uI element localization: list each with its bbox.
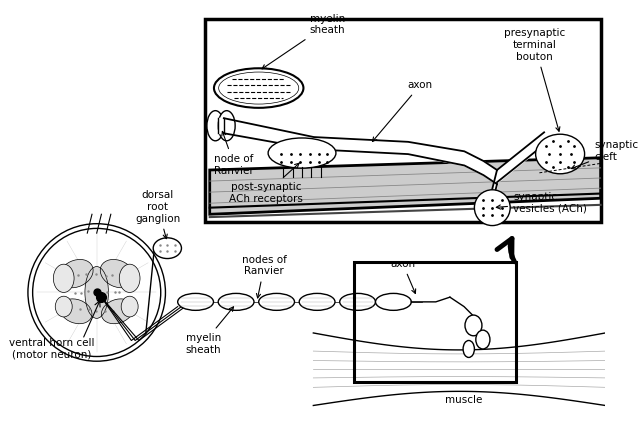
Ellipse shape	[55, 296, 72, 317]
Circle shape	[33, 228, 161, 357]
Bar	[205, 19, 600, 222]
Ellipse shape	[101, 299, 133, 324]
Ellipse shape	[474, 190, 510, 226]
Ellipse shape	[219, 72, 299, 104]
Ellipse shape	[340, 293, 376, 310]
Bar	[218, 118, 224, 133]
Ellipse shape	[207, 111, 224, 141]
Text: ventral horn cell
(motor neuron): ventral horn cell (motor neuron)	[9, 338, 94, 360]
Polygon shape	[210, 158, 600, 214]
Ellipse shape	[536, 134, 584, 174]
Text: node of
Ranvier: node of Ranvier	[214, 131, 254, 176]
Ellipse shape	[259, 293, 294, 310]
Ellipse shape	[119, 264, 140, 292]
Ellipse shape	[153, 238, 182, 259]
Ellipse shape	[59, 260, 93, 288]
Text: myelin
sheath: myelin sheath	[186, 307, 234, 354]
Circle shape	[28, 224, 166, 361]
Ellipse shape	[300, 293, 335, 310]
Text: nodes of
Ranvier: nodes of Ranvier	[242, 255, 287, 298]
Ellipse shape	[53, 264, 74, 292]
Text: presynaptic
terminal
bouton: presynaptic terminal bouton	[504, 28, 565, 131]
Text: dorsal
root
ganglion: dorsal root ganglion	[135, 190, 180, 239]
Ellipse shape	[214, 68, 303, 108]
Text: synaptic
cleft: synaptic cleft	[572, 141, 638, 169]
Ellipse shape	[465, 315, 482, 336]
Bar	[354, 262, 516, 382]
Ellipse shape	[463, 341, 474, 357]
Ellipse shape	[218, 111, 235, 141]
Ellipse shape	[121, 296, 138, 317]
Ellipse shape	[60, 299, 92, 324]
Ellipse shape	[178, 293, 214, 310]
Ellipse shape	[85, 267, 108, 318]
Ellipse shape	[376, 293, 412, 310]
Ellipse shape	[268, 138, 336, 168]
Ellipse shape	[218, 293, 254, 310]
Text: post-synaptic
ACh receptors: post-synaptic ACh receptors	[229, 163, 303, 204]
Text: axon: axon	[390, 259, 415, 293]
Text: muscle: muscle	[445, 395, 483, 406]
Ellipse shape	[100, 260, 134, 288]
Text: axon: axon	[372, 80, 433, 141]
Text: synaptic
vesicles (ACh): synaptic vesicles (ACh)	[496, 192, 587, 214]
Text: myelin
sheath: myelin sheath	[262, 14, 345, 69]
Ellipse shape	[476, 330, 490, 349]
